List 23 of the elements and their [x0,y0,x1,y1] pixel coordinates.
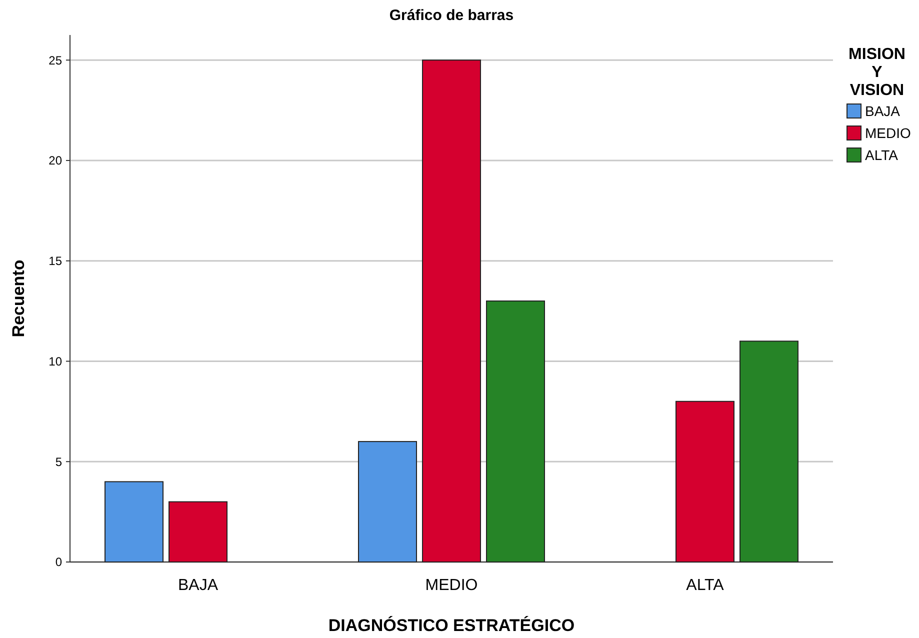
x-axis-title: DIAGNÓSTICO ESTRATÉGICO [328,615,575,635]
chart-title: Gráfico de barras [389,7,514,24]
x-tick-label: ALTA [686,577,724,594]
legend-label: MEDIO [865,124,911,141]
bar [358,441,417,562]
legend-label: ALTA [865,146,899,163]
bar [675,400,734,562]
y-tick-label: 5 [55,454,62,469]
y-tick-label: 25 [48,53,62,68]
bar [486,300,545,562]
bar [739,340,798,562]
y-tick-label: 20 [48,154,62,168]
x-tick-label: BAJA [178,577,218,594]
legend-title: MISION Y VISION [848,46,906,99]
y-tick-label: 10 [48,354,62,368]
y-tick-label: 15 [48,254,62,268]
bar [104,481,164,562]
x-tick-label: MEDIO [425,577,478,594]
y-tick-label: 0 [55,555,62,570]
bar [422,60,481,562]
legend-label: BAJA [865,102,901,119]
y-axis-title: Recuento [9,260,28,338]
bar [168,501,228,562]
